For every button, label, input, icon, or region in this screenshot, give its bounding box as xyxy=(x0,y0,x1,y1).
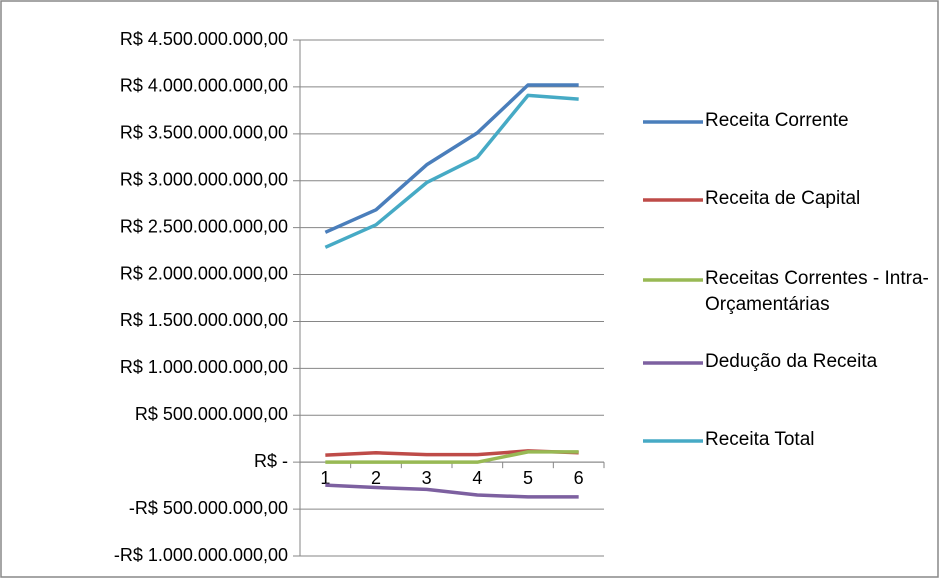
y-tick-label: R$ 3.000.000.000,00 xyxy=(120,169,288,189)
legend-label: Receita de Capital xyxy=(705,188,861,209)
series-line xyxy=(325,450,579,464)
series-line xyxy=(325,483,579,499)
legend-label: Receita Total xyxy=(705,429,815,450)
y-tick-label: -R$ 500.000.000,00 xyxy=(129,498,288,518)
x-tick-label: 2 xyxy=(371,468,381,488)
series-line xyxy=(324,83,579,234)
y-tick-label: R$ 2.000.000.000,00 xyxy=(120,263,288,283)
legend-label: Receita Corrente xyxy=(705,110,849,131)
y-tick-label: R$ 4.500.000.000,00 xyxy=(120,29,288,49)
y-tick-label: R$ 4.000.000.000,00 xyxy=(120,76,288,96)
series-line xyxy=(324,93,579,249)
y-tick-label: R$ - xyxy=(254,451,288,471)
legend-label: Receitas Correntes - Intra-Orçamentárias xyxy=(705,268,929,315)
legend-label: Dedução da Receita xyxy=(705,351,878,372)
y-tick-label: -R$ 1.000.000.000,00 xyxy=(114,545,288,565)
y-tick-label: R$ 3.500.000.000,00 xyxy=(120,123,288,143)
x-tick-label: 5 xyxy=(523,468,533,488)
y-tick-label: R$ 500.000.000,00 xyxy=(135,404,288,424)
x-tick-label: 6 xyxy=(574,468,584,488)
x-tick-label: 4 xyxy=(472,468,482,488)
x-tick-label: 3 xyxy=(422,468,432,488)
y-tick-label: R$ 1.500.000.000,00 xyxy=(120,310,288,330)
y-tick-label: R$ 2.500.000.000,00 xyxy=(120,216,288,236)
y-tick-label: R$ 1.000.000.000,00 xyxy=(120,357,288,377)
x-tick-label: 1 xyxy=(320,468,330,488)
